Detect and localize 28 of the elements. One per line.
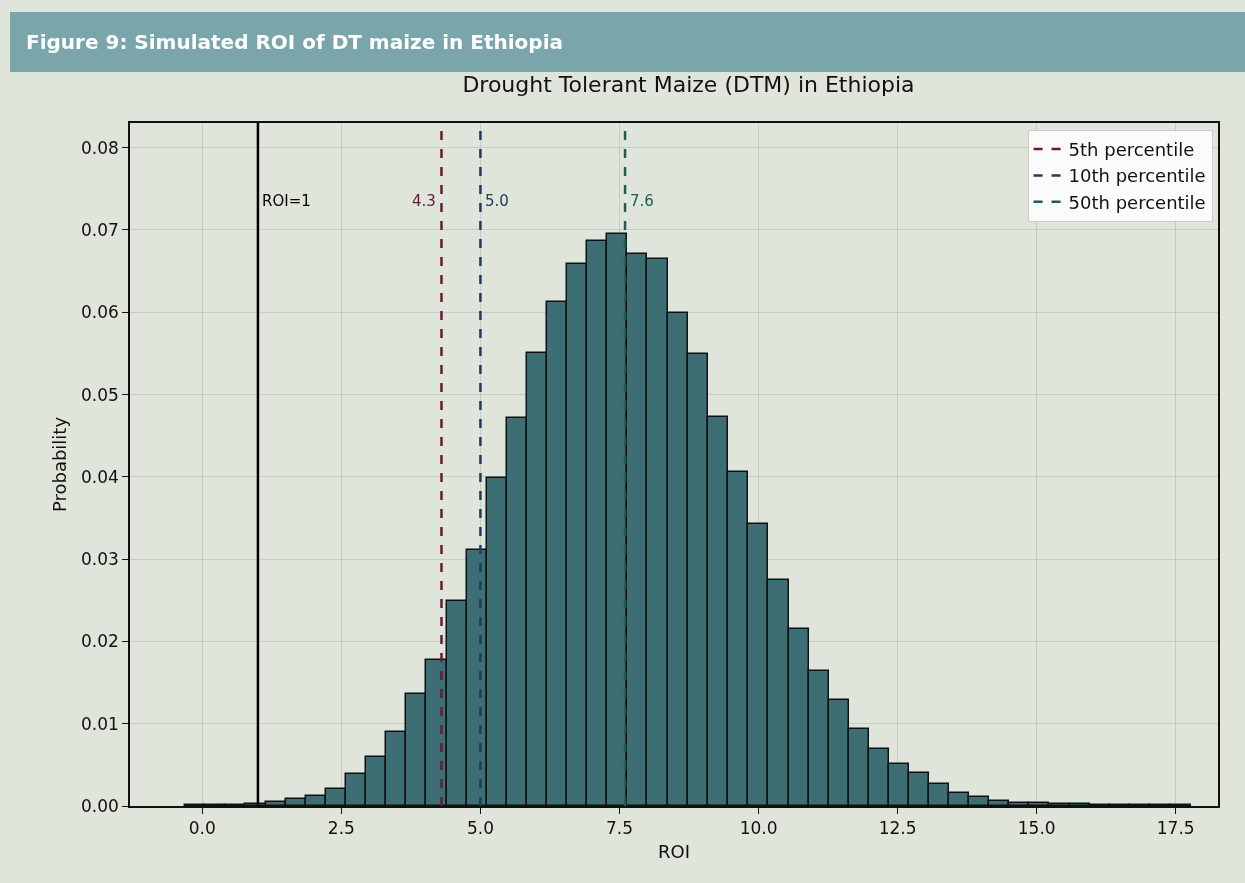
- y-tick-label: 0.03: [80, 549, 119, 570]
- x-axis-title: ROI: [658, 840, 690, 862]
- y-tick-label: 0.08: [80, 137, 119, 158]
- chart-title: Figure 9: Simulated ROI of DT maize in Ethiopia: [10, 12, 1245, 72]
- x-tick-label: 7.5: [605, 818, 634, 839]
- y-tick-label: 0.07: [80, 219, 119, 240]
- legend-label: 5th percentile: [1068, 139, 1195, 161]
- y-tick-label: 0.02: [80, 631, 119, 652]
- y-tick-label: 0.00: [80, 795, 119, 816]
- legend-label: 10th percentile: [1068, 165, 1206, 187]
- x-tick-label: 5.0: [466, 818, 494, 839]
- y-tick-label: 0.01: [80, 713, 119, 734]
- y-axis-title: Probability: [48, 416, 70, 513]
- x-tick-label: 15.0: [1017, 818, 1056, 839]
- x-tick-label: 12.5: [878, 818, 917, 839]
- annotation: 4.3: [412, 192, 436, 210]
- annotation: 5.0: [485, 192, 509, 210]
- x-tick-label: 0.0: [188, 818, 216, 839]
- y-tick-label: 0.04: [80, 466, 119, 487]
- annotation: 7.6: [630, 192, 654, 210]
- x-tick-label: 17.5: [1156, 818, 1195, 839]
- y-tick-label: 0.05: [80, 384, 119, 405]
- y-tick-label: 0.06: [80, 302, 119, 323]
- chart-subtitle: Drought Tolerant Maize (DTM) in Ethiopia: [462, 71, 915, 97]
- legend-label: 50th percentile: [1068, 191, 1206, 213]
- ref-line-label: ROI=1: [262, 192, 311, 210]
- x-tick-label: 2.5: [327, 818, 355, 839]
- x-tick-label: 10.0: [739, 818, 778, 839]
